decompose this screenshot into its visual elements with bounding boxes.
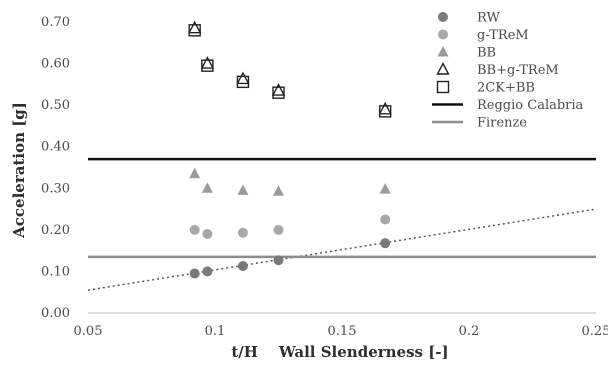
trend-line	[87, 208, 597, 291]
data-point-bb	[201, 182, 213, 193]
data-point-2ck-bb	[378, 105, 392, 118]
legend-marker-rw	[438, 12, 448, 22]
legend-label-2ck-bb: 2CK+BB	[477, 81, 535, 96]
legend-label-firenze: Firenze	[477, 116, 527, 131]
y-tick-label: 0.50	[41, 98, 70, 113]
y-tick-label: 0.10	[41, 264, 70, 279]
data-point-bb-g-trem	[236, 71, 250, 85]
legend-label-g-trem: g-TReM	[477, 28, 529, 43]
legend-marker-2ck-bb	[436, 80, 450, 94]
data-point-bb-g-trem	[200, 56, 215, 69]
legend-label-rw: RW	[477, 11, 501, 26]
data-point-rw	[273, 255, 284, 266]
legend-label-reggio-calabria: Reggio Calabria	[477, 98, 584, 113]
data-point-bb-g-trem	[271, 83, 286, 96]
x-tick-label: 0.25	[582, 324, 608, 339]
y-axis-title: Acceleration [g]	[10, 102, 28, 239]
data-point-rw	[189, 268, 200, 279]
data-point-g-trem	[273, 224, 284, 235]
data-point-bb	[237, 184, 249, 195]
y-tick-label: 0.60	[41, 57, 70, 72]
legend: RW g-TReM BB BB+g-TReM 2CK+BB Reggio Calabria…	[432, 11, 584, 131]
data-point-2ck-bb	[201, 59, 214, 72]
legend-label-bb-g-trem: BB+g-TReM	[477, 63, 559, 78]
y-tick-label: 0.30	[41, 181, 70, 196]
legend-marker-bb	[437, 46, 449, 57]
x-tick-label: 0.1	[205, 324, 226, 339]
data-point-bb	[273, 185, 284, 196]
plot-area	[87, 20, 597, 291]
data-point-2ck-bb	[188, 24, 201, 37]
legend-marker-g-trem	[438, 29, 448, 40]
data-point-g-trem	[380, 214, 391, 225]
data-point-2ck-bb	[272, 86, 285, 99]
y-tick-label: 0.20	[41, 223, 70, 238]
data-point-rw	[237, 261, 248, 272]
data-point-bb-g-trem	[378, 101, 392, 115]
data-point-g-trem	[237, 227, 248, 238]
y-tick-label: 0.40	[41, 140, 70, 155]
data-point-rw	[380, 238, 391, 249]
x-axis: 0.05 0.1 0.15 0.2 0.25	[74, 312, 608, 339]
y-tick-label: 0.00	[41, 306, 70, 321]
x-tick-label: 0.05	[74, 324, 103, 339]
data-point-bb	[379, 183, 391, 194]
x-axis-title: t/H Wall Slenderness [-]	[231, 343, 448, 361]
data-point-rw	[202, 266, 213, 277]
legend-marker-bb-g-trem	[436, 61, 450, 75]
data-point-2ck-bb	[236, 75, 250, 89]
data-point-bb	[189, 167, 201, 179]
y-axis: 0.00 0.10 0.20 0.30 0.40 0.50 0.60 0.70	[41, 15, 70, 321]
x-tick-label: 0.2	[459, 324, 480, 339]
data-point-g-trem	[189, 224, 200, 235]
y-tick-label: 0.70	[41, 15, 70, 30]
legend-label-bb: BB	[477, 46, 496, 61]
x-tick-label: 0.15	[328, 324, 357, 339]
data-point-g-trem	[202, 229, 213, 240]
data-point-bb-g-trem	[188, 20, 202, 34]
